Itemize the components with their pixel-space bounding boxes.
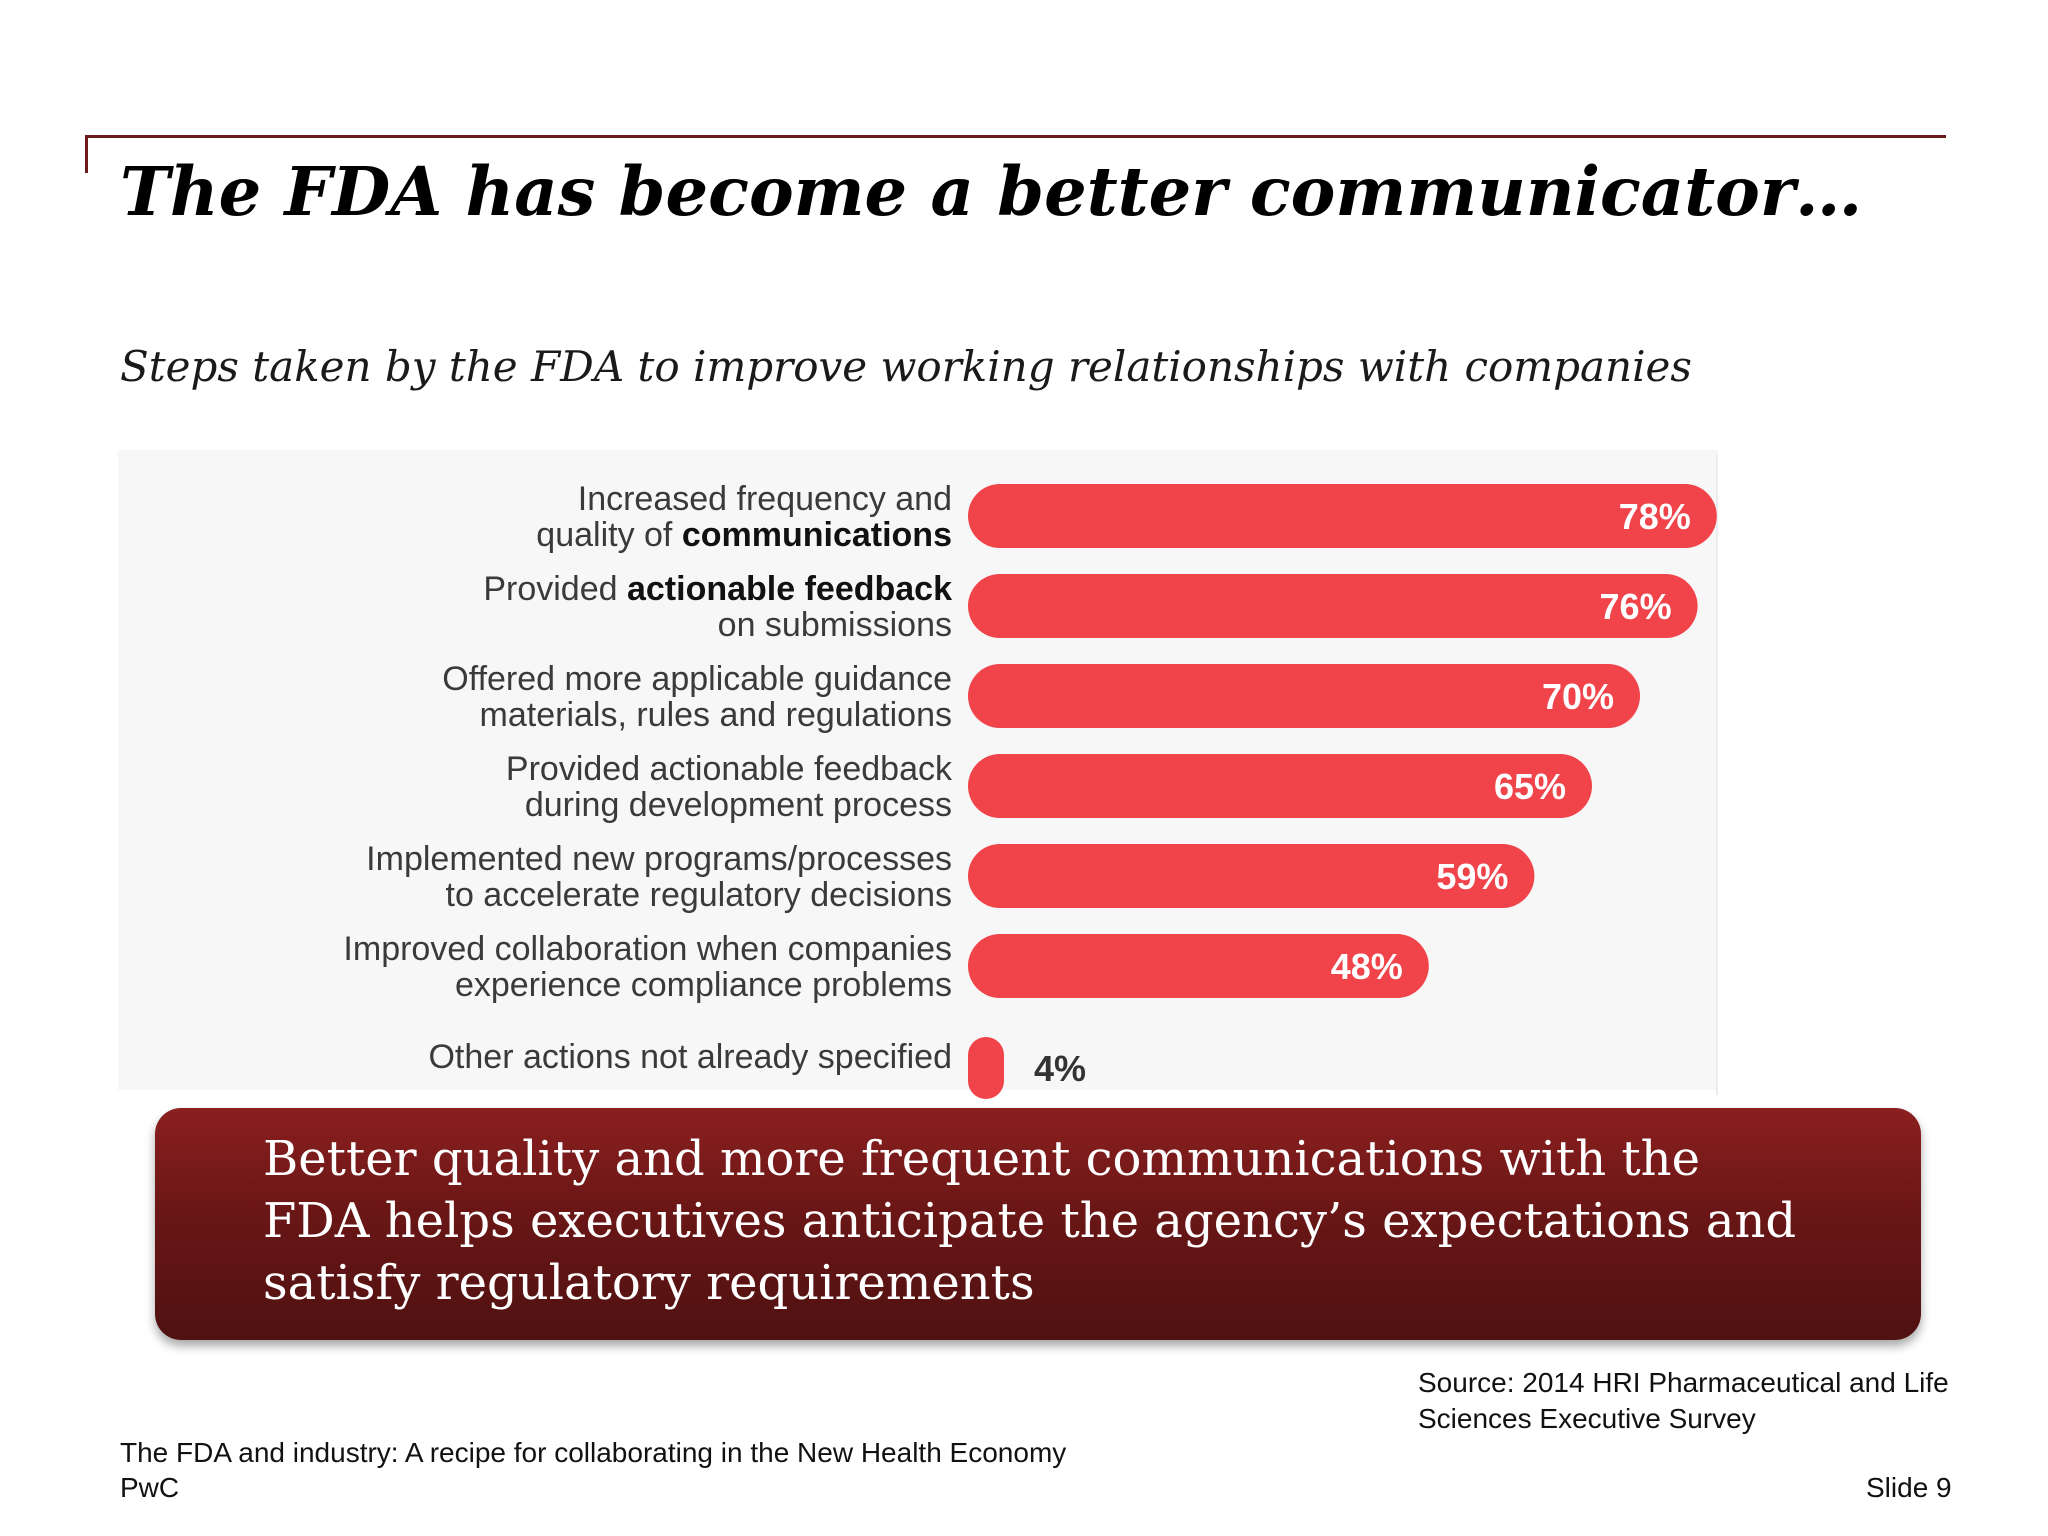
category-label: Implemented new programs/processes (366, 840, 952, 878)
bar-value-label: 48% (1331, 946, 1403, 987)
bar (968, 934, 1429, 998)
source-note: Source: 2014 HRI Pharmaceutical and Life… (1418, 1367, 1949, 1434)
category-label: Offered more applicable guidance (442, 660, 952, 698)
category-label-part: communications (682, 516, 952, 554)
top-rule (85, 135, 1946, 138)
bar-value-label: 59% (1436, 856, 1508, 897)
category-label-part: Provided (483, 570, 627, 608)
category-label-part: Provided actionable feedback (506, 750, 953, 788)
bar-value-label: 4% (1034, 1048, 1086, 1089)
takeaway-text: Better quality and more frequent communi… (263, 1131, 1797, 1311)
bar (968, 844, 1535, 908)
category-label-part: quality of (536, 516, 682, 554)
footer-brand: PwC (120, 1472, 180, 1503)
category-label-part: Increased frequency and (578, 480, 952, 518)
category-label: Provided actionable feedback (483, 570, 952, 608)
category-label: on submissions (718, 606, 952, 644)
bar (968, 1037, 1004, 1099)
category-label-part: Implemented new programs/processes (366, 840, 952, 878)
category-label-part: Improved collaboration when companies (343, 930, 952, 968)
category-label: during development process (525, 786, 952, 824)
footer-title: The FDA and industry: A recipe for colla… (120, 1437, 1067, 1468)
category-label-part: experience compliance problems (455, 966, 952, 1004)
category-label: Other actions not already specified (428, 1038, 952, 1076)
category-label-part: on submissions (718, 606, 952, 644)
bar (968, 574, 1698, 638)
slide-title: The FDA has become a better communicator… (120, 152, 1863, 231)
category-label-part: materials, rules and regulations (480, 696, 952, 734)
category-label-part: actionable feedback (627, 570, 952, 608)
category-label-part: during development process (525, 786, 952, 824)
bar-value-label: 78% (1619, 496, 1691, 537)
chart-title: Steps taken by the FDA to improve workin… (120, 342, 1692, 391)
slide-number: Slide 9 (1866, 1472, 1952, 1503)
category-label: Provided actionable feedback (506, 750, 953, 788)
category-label: quality of communications (536, 516, 952, 554)
bar-value-label: 65% (1494, 766, 1566, 807)
bar (968, 664, 1640, 728)
category-label: Improved collaboration when companies (343, 930, 952, 968)
bar (968, 754, 1592, 818)
chart-panel-edge (1716, 455, 1718, 1095)
category-label-part: to accelerate regulatory decisions (446, 876, 953, 914)
category-label: to accelerate regulatory decisions (446, 876, 953, 914)
category-label-part: Offered more applicable guidance (442, 660, 952, 698)
takeaway-box: Better quality and more frequent communi… (155, 1108, 1921, 1340)
bar (968, 484, 1717, 548)
bar-value-label: 70% (1542, 676, 1614, 717)
category-label: materials, rules and regulations (480, 696, 952, 734)
category-label-part: Other actions not already specified (428, 1038, 952, 1076)
category-label: Increased frequency and (578, 480, 952, 518)
category-label: experience compliance problems (455, 966, 952, 1004)
bar-value-label: 76% (1600, 586, 1672, 627)
top-rule-tick (85, 135, 88, 173)
